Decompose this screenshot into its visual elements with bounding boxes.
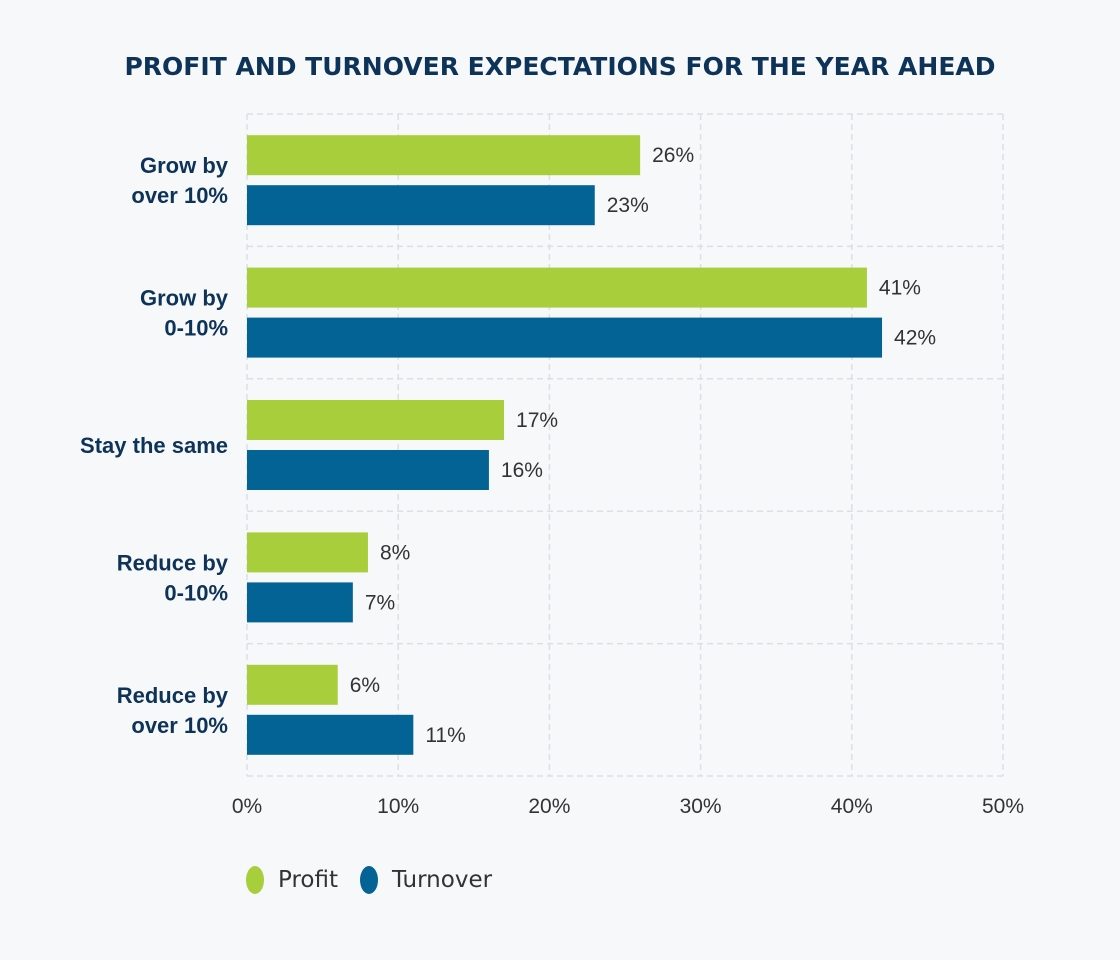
data-label: 11%: [425, 724, 465, 747]
legend-swatch-turnover: [360, 866, 378, 894]
data-label: 16%: [501, 459, 543, 482]
bar-profit: [247, 267, 867, 308]
data-label: 8%: [380, 541, 410, 564]
data-label: 41%: [879, 277, 921, 300]
value-labels: 26% 23% 41% 42% 17% 16% 8% 7% 6% 11%: [350, 144, 936, 747]
bar-profit: [247, 532, 368, 573]
legend-item-profit: Profit: [246, 866, 338, 894]
data-label: 7%: [365, 591, 395, 614]
legend-label-profit: Profit: [278, 867, 338, 893]
x-axis-ticks: 0% 10% 20% 30% 40% 50%: [232, 795, 1024, 818]
bar-turnover: [247, 714, 414, 755]
x-tick-label: 50%: [982, 795, 1024, 818]
category-label: Grow by 0-10%: [140, 286, 229, 341]
bar-turnover: [247, 582, 353, 623]
bar-turnover: [247, 450, 489, 490]
category-label: Stay the same: [80, 433, 228, 458]
data-label: 23%: [607, 194, 649, 217]
category-labels: Grow by over 10% Grow by 0-10% Stay the same…: [80, 153, 229, 738]
bars: [247, 135, 883, 755]
x-tick-label: 40%: [831, 795, 873, 818]
chart-title: PROFIT AND TURNOVER EXPECTATIONS FOR THE…: [124, 52, 996, 81]
category-label: Reduce by 0-10%: [117, 550, 229, 605]
x-tick-label: 20%: [528, 795, 570, 818]
data-label: 6%: [350, 674, 380, 697]
data-label: 26%: [652, 144, 694, 167]
data-label: 17%: [516, 409, 558, 432]
bar-turnover: [247, 185, 595, 226]
legend-item-turnover: Turnover: [360, 866, 492, 894]
x-tick-label: 10%: [377, 795, 419, 818]
x-tick-label: 30%: [680, 795, 722, 818]
category-label: Grow by over 10%: [131, 153, 228, 208]
bar-turnover: [247, 317, 883, 358]
legend: Profit Turnover: [246, 866, 514, 894]
x-tick-label: 0%: [232, 795, 262, 818]
data-label: 42%: [894, 327, 936, 350]
bar-profit: [247, 135, 641, 176]
bar-profit: [247, 400, 505, 440]
legend-swatch-profit: [246, 866, 264, 894]
legend-label-turnover: Turnover: [392, 867, 493, 893]
category-label: Reduce by over 10%: [117, 683, 229, 738]
bar-profit: [247, 664, 338, 705]
